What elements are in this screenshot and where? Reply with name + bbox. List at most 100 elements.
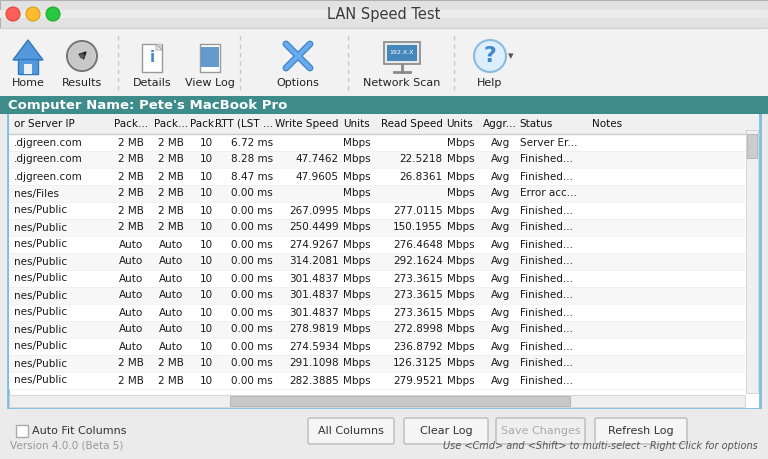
Bar [207,52,213,57]
Text: Mbps: Mbps [447,206,474,215]
Text: RTT (LST ...: RTT (LST ... [215,119,273,129]
Bar [9,202,745,219]
Text: Finished...: Finished... [520,341,573,352]
Circle shape [67,41,97,71]
Text: 2 MB: 2 MB [158,358,184,369]
Text: Auto: Auto [159,341,184,352]
Circle shape [80,54,84,58]
Bar [9,338,745,355]
Text: Finished...: Finished... [520,325,573,335]
Text: nes/Files: nes/Files [14,189,59,198]
Text: 10: 10 [200,325,214,335]
Text: Avg: Avg [491,274,510,284]
Bar [9,151,745,168]
Bar [9,395,745,407]
Text: nes/Public: nes/Public [14,325,67,335]
Bar [201,47,207,52]
Text: Finished...: Finished... [520,257,573,267]
Text: Clear Log: Clear Log [419,426,472,436]
Bar [9,355,745,372]
Text: Mbps: Mbps [447,240,474,250]
Text: 2 MB: 2 MB [158,138,184,147]
Text: 10: 10 [200,155,214,164]
Text: Error acc...: Error acc... [520,189,577,198]
Text: 272.8998: 272.8998 [393,325,442,335]
Text: Write Speed: Write Speed [275,119,339,129]
Text: 2 MB: 2 MB [118,138,144,147]
Text: Mbps: Mbps [343,223,370,233]
Text: Computer Name: Pete's MacBook Pro: Computer Name: Pete's MacBook Pro [8,99,287,112]
FancyBboxPatch shape [595,418,687,444]
Text: Auto: Auto [159,240,184,250]
Text: 10: 10 [200,375,214,386]
Text: Mbps: Mbps [343,375,370,386]
Text: Aggr...: Aggr... [483,119,517,129]
Circle shape [6,7,20,21]
Text: 26.8361: 26.8361 [399,172,442,181]
Bar [201,52,207,57]
Bar [384,42,420,64]
Bar [213,47,219,52]
Bar [230,396,570,406]
Text: Avg: Avg [491,325,510,335]
Text: Mbps: Mbps [343,172,370,181]
Text: Mbps: Mbps [447,341,474,352]
Text: 0.00 ms: 0.00 ms [231,223,273,233]
Text: nes/Public: nes/Public [14,223,67,233]
Text: 2 MB: 2 MB [158,206,184,215]
Text: nes/Public: nes/Public [14,375,67,386]
Text: Finished...: Finished... [520,223,573,233]
Text: Auto: Auto [159,308,184,318]
Text: 150.1955: 150.1955 [393,223,442,233]
Text: Auto: Auto [119,274,143,284]
Text: 291.1098: 291.1098 [289,358,339,369]
Text: Mbps: Mbps [447,291,474,301]
Text: 2 MB: 2 MB [118,375,144,386]
Text: Mbps: Mbps [343,155,370,164]
Text: All Columns: All Columns [318,426,384,436]
Circle shape [69,43,95,69]
Polygon shape [156,44,162,50]
Text: 273.3615: 273.3615 [393,308,442,318]
Text: Avg: Avg [491,341,510,352]
Bar [207,47,213,52]
Text: 279.9521: 279.9521 [393,375,442,386]
Bar [9,304,745,321]
Text: 10: 10 [200,223,214,233]
Text: 0.00 ms: 0.00 ms [231,189,273,198]
Text: Mbps: Mbps [343,240,370,250]
Bar [200,44,220,72]
Text: 0.00 ms: 0.00 ms [231,257,273,267]
Text: Mbps: Mbps [343,325,370,335]
Text: ?: ? [484,46,496,66]
Text: 2 MB: 2 MB [158,172,184,181]
Text: 250.4499: 250.4499 [289,223,339,233]
Text: 192.X.X: 192.X.X [390,50,414,56]
Text: 47.7462: 47.7462 [296,155,339,164]
Text: Avg: Avg [491,375,510,386]
Bar [9,287,745,304]
Text: Finished...: Finished... [520,375,573,386]
Text: Avg: Avg [491,308,510,318]
Text: Avg: Avg [491,172,510,181]
Bar [18,59,38,74]
Text: 6.72 ms: 6.72 ms [230,138,273,147]
Bar [9,321,745,338]
Text: nes/Public: nes/Public [14,240,67,250]
Text: nes/Public: nes/Public [14,206,67,215]
Polygon shape [156,44,162,50]
Text: Avg: Avg [491,138,510,147]
Bar [142,44,162,72]
Text: 277.0115: 277.0115 [393,206,442,215]
Text: 0.00 ms: 0.00 ms [231,240,273,250]
Bar [9,185,745,202]
Text: Auto: Auto [159,291,184,301]
Circle shape [46,7,60,21]
Text: or Server IP: or Server IP [14,119,74,129]
Bar [0,409,768,459]
Text: Read Speed: Read Speed [381,119,442,129]
Text: 278.9819: 278.9819 [289,325,339,335]
Text: 292.1624: 292.1624 [393,257,442,267]
Bar [213,62,219,67]
Text: 273.3615: 273.3615 [393,291,442,301]
